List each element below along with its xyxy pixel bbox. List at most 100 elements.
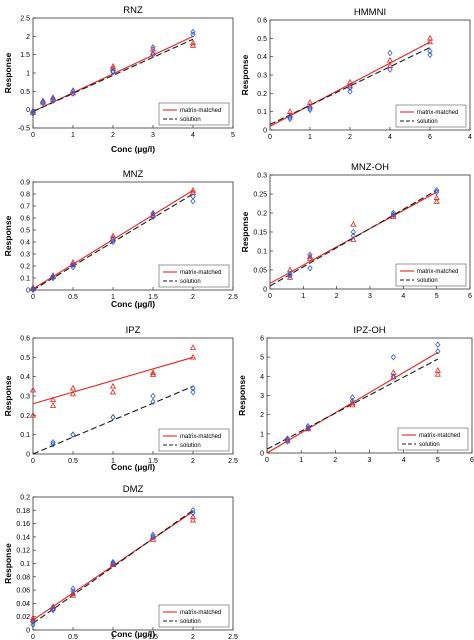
matrix-matched-point [69, 390, 77, 397]
solution-point [305, 422, 311, 430]
matrix-matched-point [306, 255, 314, 261]
y-tick-label: 0 [26, 452, 30, 459]
matrix-matched-point [189, 353, 197, 360]
matrix-matched-point [286, 111, 294, 118]
matrix-matched-point [349, 401, 356, 408]
y-tick-label: 0.16 [16, 521, 30, 528]
matrix-matched-point [109, 388, 117, 395]
y-tick-label: 0.05 [253, 268, 267, 275]
solution-point [284, 435, 291, 442]
solution-point [434, 188, 440, 196]
chart-panel-mnz-oh: MNZ-OH 0 1 2 3 4 5 6 0 0.05 0.1 0.15 0.2 0.25 0.3 Respo… [240, 162, 472, 300]
solution-point [190, 197, 196, 205]
y-tick-label: 0 [26, 288, 30, 295]
solution-point [150, 398, 156, 406]
solution-point [435, 341, 441, 348]
y-tick-label: 0.2 [20, 495, 30, 502]
chart-title: IPZ-OH [353, 325, 385, 336]
matrix-matched-point [386, 62, 394, 69]
matrix-matched-point [433, 198, 440, 204]
x-tick-label: 4 [388, 134, 392, 141]
y-axis-label: Response [3, 52, 13, 93]
y-tick-label: 0.1 [20, 276, 30, 283]
y-axis-label: Response [237, 375, 247, 416]
x-tick-label: 3 [368, 293, 372, 300]
legend-matrix-label: matrix-matched [180, 610, 221, 616]
x-tick-label: 6 [468, 293, 472, 300]
legend-matrix-label: matrix-matched [180, 434, 221, 440]
solution-point [390, 353, 397, 361]
matrix-matched-point [29, 411, 37, 418]
matrix-matched-point [149, 536, 157, 542]
solution-point [50, 441, 56, 448]
solution-line [32, 38, 194, 113]
x-tick-label: 1 [301, 293, 305, 300]
legend-matrix-label: matrix-matched [419, 433, 460, 439]
x-axis-label: Conc (µg/l) [111, 144, 155, 154]
solution-point [349, 398, 356, 405]
chart-title: IPZ [126, 325, 141, 336]
legend: matrix-matched solution [397, 427, 469, 451]
matrix-matched-point [434, 370, 441, 377]
y-tick-label: 0 [263, 287, 267, 294]
y-axis-label: Response [3, 543, 13, 584]
x-tick-label: 1.5 [148, 458, 158, 465]
y-tick-label: 0.5 [20, 89, 30, 96]
solution-point [435, 348, 441, 355]
solution-point [110, 558, 116, 566]
y-axis-label: Response [240, 211, 250, 252]
x-tick-label: 0 [268, 134, 272, 141]
matrix-matched-point [426, 38, 434, 45]
y-tick-label: 1 [26, 71, 30, 78]
solution-point [30, 286, 36, 294]
solution-point [150, 533, 156, 541]
solution-point [30, 285, 36, 293]
solution-point [150, 531, 156, 539]
x-tick-label: 2.5 [228, 458, 238, 465]
solution-point [347, 84, 353, 92]
solution-point [190, 28, 196, 36]
y-tick-label: 0.04 [16, 601, 30, 608]
solution-point [150, 209, 156, 217]
matrix-matched-point [350, 236, 357, 242]
matrix-matched-point [69, 261, 77, 267]
y-tick-label: 0.14 [16, 534, 30, 541]
y-tick-label: 0.12 [16, 548, 30, 555]
chart-title: HMMNI [354, 7, 386, 18]
matrix-matched-point [49, 396, 57, 403]
x-tick-label: 1.5 [148, 294, 158, 301]
x-tick-label: 2.5 [228, 294, 238, 301]
x-axis-label: Conc (µg/l) [111, 299, 155, 309]
solution-point [40, 98, 46, 105]
matrix-matched-point [49, 402, 57, 408]
y-tick-label: 0.3 [257, 173, 267, 180]
solution-point [347, 88, 353, 95]
y-tick-label: 0 [263, 128, 267, 135]
y-tick-label: 0.4 [257, 54, 267, 61]
x-tick-label: 0.5 [68, 458, 78, 465]
solution-point [350, 228, 356, 236]
solution-point [30, 618, 36, 626]
legend-solution-label: solution [180, 619, 201, 625]
legend: matrix-matched solution [395, 263, 467, 287]
x-tick-label: 6 [470, 457, 474, 464]
solution-point [110, 414, 116, 421]
x-tick-label: 1 [299, 457, 303, 464]
solution-point [190, 388, 196, 396]
solution-point [307, 106, 313, 114]
x-tick-label: 4 [468, 134, 472, 141]
y-axis-label: Response [3, 375, 13, 416]
x-axis-label: Conc (µg/l) [111, 629, 155, 639]
solution-point [427, 51, 433, 59]
x-tick-label: 5 [231, 132, 235, 139]
matrix-matched-point [69, 384, 77, 391]
legend-matrix-label: matrix-matched [180, 108, 221, 114]
x-tick-label: 3 [151, 132, 155, 139]
matrix-matched-point [29, 386, 37, 393]
solution-point [150, 392, 156, 400]
y-axis-label: Response [3, 215, 13, 256]
x-tick-label: 2 [333, 457, 337, 464]
legend: matrix-matched solution [158, 102, 230, 126]
legend-solution-label: solution [180, 443, 201, 449]
x-tick-label: 4 [191, 132, 195, 139]
